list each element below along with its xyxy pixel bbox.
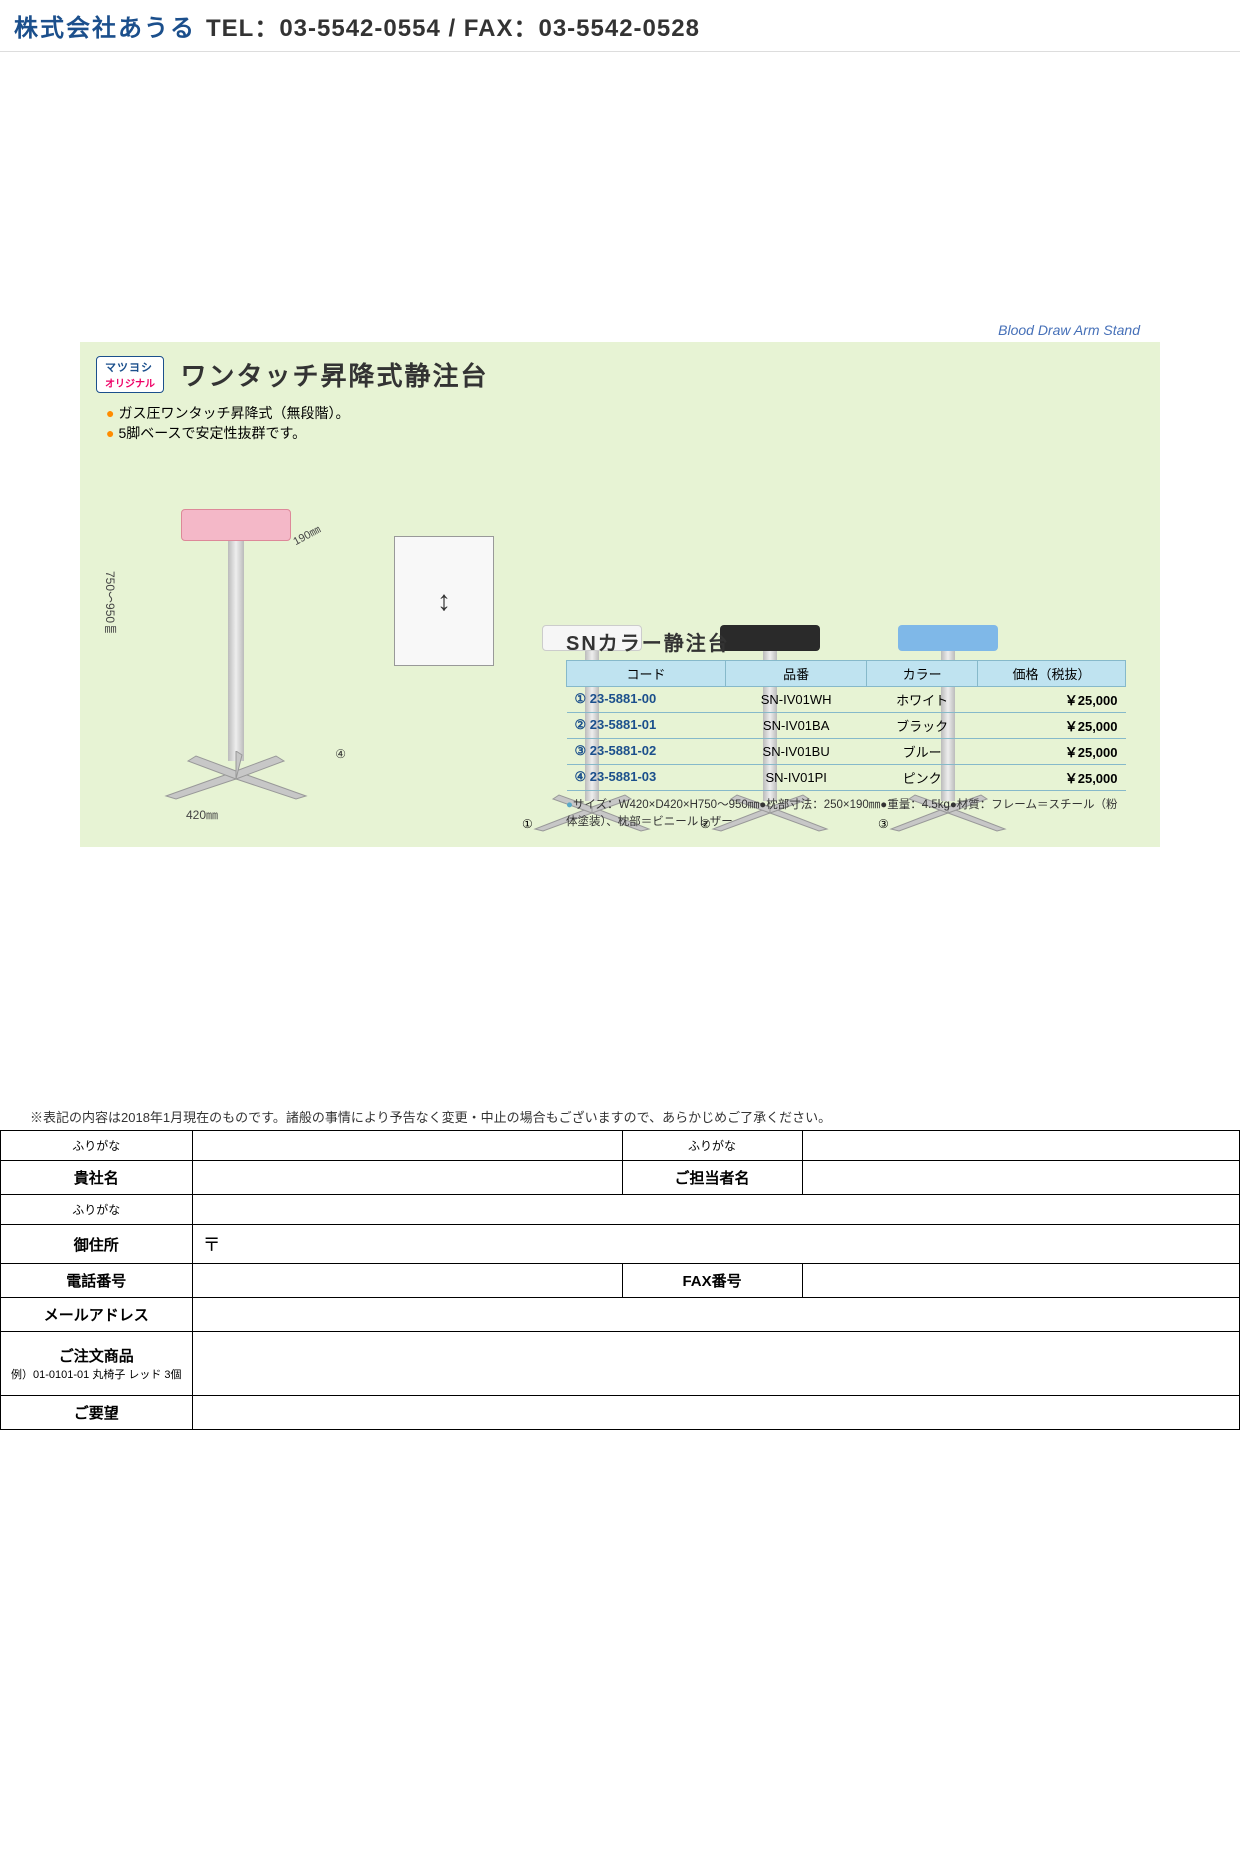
brand-line1: マツヨシ (105, 359, 155, 375)
company-name: 株式会社あうる (14, 8, 196, 43)
input-company[interactable] (192, 1161, 622, 1195)
spacer (0, 52, 1240, 342)
adjust-diagram: ↕ (394, 536, 494, 666)
input-furigana-address[interactable] (192, 1195, 1239, 1225)
feature-bullets: ガス圧ワンタッチ昇降式（無段階）。 5脚ベースで安定性抜群です。 (106, 403, 1144, 443)
pole (228, 541, 244, 761)
dim-width: 420㎜ (186, 806, 218, 823)
brand-tag: マツヨシ オリジナル (96, 356, 164, 393)
input-order[interactable] (192, 1332, 1239, 1396)
lbl-person: ご担当者名 (622, 1161, 802, 1195)
table-row: ④ 23-5881-03SN-IV01PIピンク￥25,000 (567, 764, 1126, 790)
main-product-image: 250㎜ 190㎜ 750〜9 (96, 451, 376, 831)
dim-height: 750〜950㎜ (102, 571, 119, 635)
lbl-request: ご要望 (1, 1396, 193, 1430)
input-furigana-company[interactable] (192, 1131, 622, 1161)
input-request[interactable] (192, 1396, 1239, 1430)
stand-illustration (156, 509, 316, 791)
english-label: Blood Draw Arm Stand (998, 322, 1140, 338)
disclaimer: ※表記の内容は2018年1月現在のものです。諸般の事情により予告なく変更・中止の… (30, 1107, 1210, 1126)
spacer (0, 847, 1240, 1107)
lbl-furigana3: ふりがな (1, 1195, 193, 1225)
price-block: SNカラー静注台 コード 品番 カラー 価格（税抜） ① 23-5881-00S… (566, 627, 1126, 832)
order-form: ふりがな ふりがな 貴社名 ご担当者名 ふりがな 御住所 〒 電話番号 FAX番… (0, 1130, 1240, 1430)
lbl-furigana: ふりがな (1, 1131, 193, 1161)
price-table: コード 品番 カラー 価格（税抜） ① 23-5881-00SN-IV01WHホ… (566, 660, 1126, 791)
th-code: コード (567, 660, 726, 686)
order-example: 例）01-0101-01 丸椅子 レッド 3個 (11, 1366, 182, 1382)
bullet: ガス圧ワンタッチ昇降式（無段階）。 (106, 403, 1144, 423)
input-address[interactable]: 〒 (192, 1225, 1239, 1264)
page-header: 株式会社あうる TEL：03-5542-0554 / FAX：03-5542-0… (0, 0, 1240, 52)
bullet: 5脚ベースで安定性抜群です。 (106, 423, 1144, 443)
th-color: カラー (867, 660, 978, 686)
table-row: ③ 23-5881-02SN-IV01BUブルー￥25,000 (567, 738, 1126, 764)
variant-num-main: ④ (335, 747, 346, 761)
sub-title: SNカラー静注台 (566, 627, 1126, 656)
lbl-tel: 電話番号 (1, 1264, 193, 1298)
base (156, 761, 316, 791)
input-furigana-person[interactable] (802, 1131, 1239, 1161)
th-model: 品番 (726, 660, 867, 686)
table-header-row: コード 品番 カラー 価格（税抜） (567, 660, 1126, 686)
cushion (181, 509, 291, 541)
updown-arrow-icon: ↕ (437, 585, 451, 617)
lbl-address: 御住所 (1, 1225, 193, 1264)
variant-num: ① (522, 817, 533, 831)
lbl-email: メールアドレス (1, 1298, 193, 1332)
postal-mark: 〒 (203, 1235, 221, 1255)
product-panel: Blood Draw Arm Stand マツヨシ オリジナル ワンタッチ昇降式… (80, 342, 1160, 847)
lbl-furigana2: ふりがな (622, 1131, 802, 1161)
th-price: 価格（税抜） (977, 660, 1125, 686)
spec-note: ●サイズ：W420×D420×H750〜950㎜●枕部寸法：250×190㎜●重… (566, 797, 1126, 832)
lbl-order: ご注文商品 例）01-0101-01 丸椅子 レッド 3個 (1, 1332, 193, 1396)
table-row: ② 23-5881-01SN-IV01BAブラック￥25,000 (567, 712, 1126, 738)
product-title: ワンタッチ昇降式静注台 (180, 356, 488, 393)
input-fax[interactable] (802, 1264, 1239, 1298)
contact-info: TEL：03-5542-0554 / FAX：03-5542-0528 (206, 8, 700, 43)
lbl-company: 貴社名 (1, 1161, 193, 1195)
input-tel[interactable] (192, 1264, 622, 1298)
table-row: ① 23-5881-00SN-IV01WHホワイト￥25,000 (567, 686, 1126, 712)
input-email[interactable] (192, 1298, 1239, 1332)
input-person[interactable] (802, 1161, 1239, 1195)
lbl-fax: FAX番号 (622, 1264, 802, 1298)
brand-line2: オリジナル (105, 375, 155, 390)
